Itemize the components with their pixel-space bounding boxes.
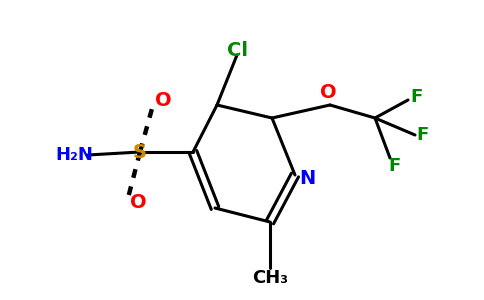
Text: F: F: [410, 88, 422, 106]
Text: O: O: [320, 83, 336, 103]
Text: F: F: [389, 157, 401, 175]
Text: F: F: [417, 126, 429, 144]
Text: S: S: [133, 142, 147, 161]
Text: O: O: [130, 193, 146, 211]
Text: Cl: Cl: [227, 40, 247, 59]
Text: H₂N: H₂N: [55, 146, 93, 164]
Text: CH₃: CH₃: [252, 269, 288, 287]
Text: N: N: [299, 169, 315, 188]
Text: O: O: [155, 92, 171, 110]
